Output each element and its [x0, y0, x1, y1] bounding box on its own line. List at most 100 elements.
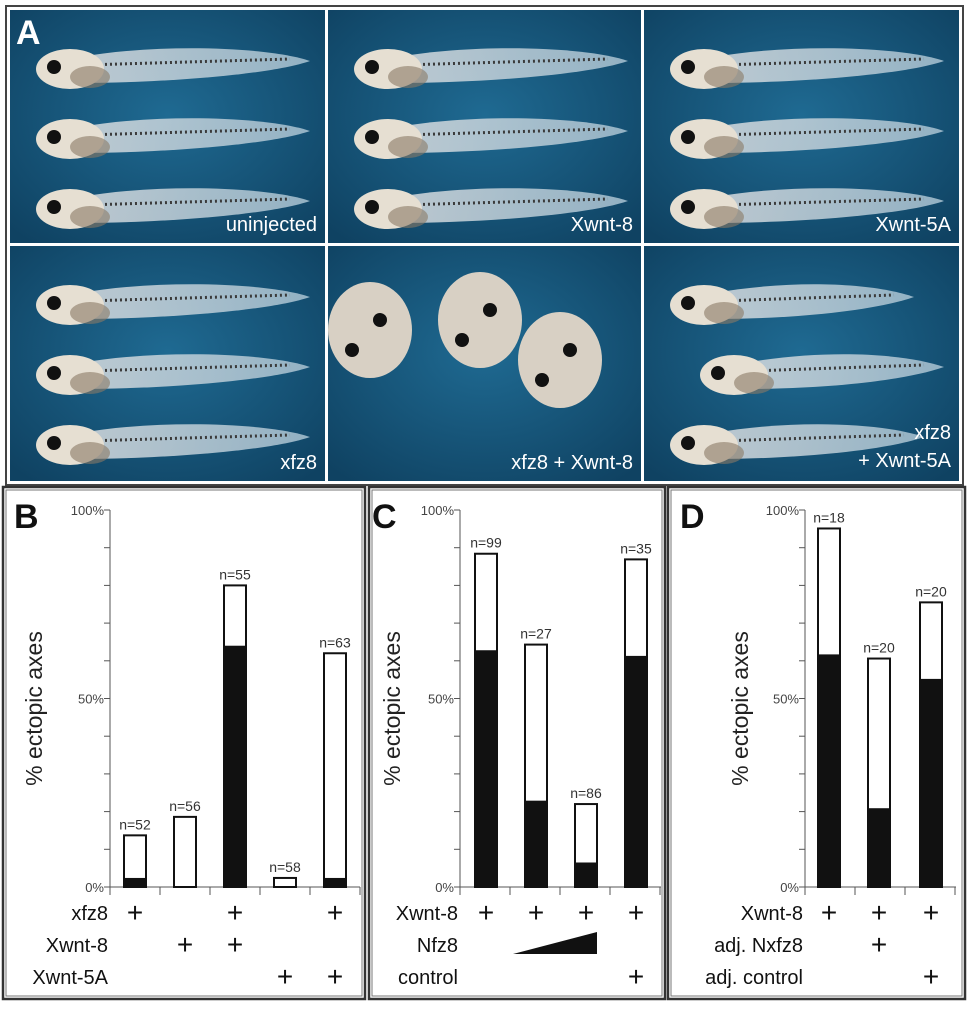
y-tick-label: 100%	[71, 503, 105, 518]
condition-label: control	[398, 967, 458, 989]
n-label: n=35	[620, 540, 652, 556]
cell-label-line2: + Xwnt-5A	[858, 450, 951, 472]
condition-label: adj. control	[705, 967, 803, 989]
chart-panel-d: D 0% 50% 100% % ectopic axes n=18 n=20 n=20 Xwnt…	[666, 485, 967, 1001]
photo-cell-2: Xwnt-8	[328, 10, 641, 243]
tadpole	[36, 118, 310, 159]
cell-label: xfz8 + Xwnt-8	[511, 452, 633, 474]
condition-mark: +	[227, 897, 243, 928]
bar-complete	[324, 877, 346, 887]
tadpole	[670, 188, 944, 229]
panel-frame	[367, 485, 667, 1001]
bar-2: n=20	[863, 640, 895, 889]
condition-mark: +	[871, 897, 887, 928]
y-tick-label: 50%	[428, 692, 454, 707]
bar-total	[273, 876, 297, 889]
bar-3: n=55	[219, 566, 251, 889]
bar-complete	[625, 655, 647, 887]
y-tick-label: 0%	[85, 880, 104, 895]
n-label: n=52	[119, 816, 151, 832]
panel-inner-frame	[371, 489, 663, 997]
photo-cell-1: uninjected	[10, 10, 325, 243]
tadpole	[670, 48, 944, 89]
tadpole	[36, 424, 310, 465]
bar-3: n=20	[915, 583, 947, 888]
condition-label: Nfz8	[417, 935, 458, 957]
embryo	[518, 312, 602, 408]
bar-complete	[818, 654, 840, 887]
panel-frame	[666, 485, 967, 1001]
y-tick-label: 50%	[773, 692, 799, 707]
tadpole	[36, 354, 310, 395]
bar-complete	[475, 650, 497, 887]
bar-total	[173, 815, 197, 888]
y-axis-label: % ectopic axes	[379, 631, 405, 786]
panel-letter: C	[372, 498, 397, 536]
photo-cell-4: xfz8	[10, 246, 325, 481]
bar-complete	[525, 800, 547, 887]
panel-inner-frame	[670, 489, 963, 997]
panel-letter: B	[14, 498, 39, 536]
condition-label: Xwnt-8	[741, 903, 803, 925]
y-tick-label: 100%	[766, 503, 800, 518]
photo-cell-3: Xwnt-5A	[644, 10, 959, 243]
bar-3: n=86	[570, 785, 602, 888]
condition-mark: +	[177, 929, 193, 960]
bar-2: n=27	[520, 626, 552, 888]
condition-mark: +	[923, 897, 939, 928]
bar-2: n=56	[169, 798, 201, 888]
condition-mark: +	[821, 897, 837, 928]
y-tick-label: 0%	[435, 880, 454, 895]
panel-frame	[1, 485, 367, 1001]
n-label: n=20	[915, 583, 947, 599]
condition-mark: +	[327, 897, 343, 928]
panel-inner-frame	[5, 489, 363, 997]
n-label: n=18	[813, 509, 845, 525]
condition-label: adj. Nxfz8	[714, 935, 803, 957]
panel-letter-a: A	[16, 14, 41, 52]
bar-4: n=58	[269, 859, 301, 889]
embryo	[438, 272, 522, 368]
n-label: n=86	[570, 785, 602, 801]
n-label: n=56	[169, 798, 201, 814]
tadpole	[354, 118, 628, 159]
y-axis-label: % ectopic axes	[21, 631, 47, 786]
tadpole	[36, 284, 310, 325]
n-label: n=27	[520, 626, 552, 642]
tadpole	[670, 118, 944, 159]
cell-label-line1: xfz8	[914, 422, 951, 444]
condition-mark: +	[628, 897, 644, 928]
condition-mark: +	[227, 929, 243, 960]
condition-mark: +	[127, 897, 143, 928]
n-label: n=55	[219, 566, 251, 582]
cell-label: xfz8	[280, 452, 317, 474]
cell-label: Xwnt-8	[571, 214, 633, 236]
condition-label: Xwnt-8	[46, 935, 108, 957]
panels-b-c-d-charts: B 0% 50% 100% % ectopic axes n=52 n=56 n=55 n=58…	[1, 485, 967, 1001]
tadpole	[670, 424, 924, 465]
tadpole	[36, 188, 310, 229]
tadpole	[670, 284, 914, 325]
bar-1: n=99	[470, 535, 502, 888]
condition-mark: +	[528, 897, 544, 928]
chart-panel-c: C 0% 50% 100% % ectopic axes n=99 n=27 n=86 n=35…	[367, 485, 667, 1001]
condition-mark: +	[628, 961, 644, 992]
cell-label: Xwnt-5A	[875, 214, 951, 236]
tadpole	[354, 188, 628, 229]
chart-panel-b: B 0% 50% 100% % ectopic axes n=52 n=56 n=55 n=58…	[1, 485, 367, 1001]
nfz8-dose-ramp	[513, 932, 597, 954]
photo-cell-6: xfz8 + Xwnt-5A	[644, 246, 959, 481]
condition-mark: +	[578, 897, 594, 928]
condition-mark: +	[923, 961, 939, 992]
condition-label: xfz8	[71, 903, 108, 925]
bar-5: n=63	[319, 634, 351, 889]
n-label: n=20	[863, 640, 895, 656]
n-label: n=58	[269, 859, 301, 875]
condition-mark: +	[327, 961, 343, 992]
photo-cell-5: xfz8 + Xwnt-8	[328, 246, 641, 481]
condition-mark: +	[871, 929, 887, 960]
bar-complete	[575, 862, 597, 887]
cell-label: uninjected	[226, 214, 317, 236]
bar-complete	[124, 877, 146, 887]
